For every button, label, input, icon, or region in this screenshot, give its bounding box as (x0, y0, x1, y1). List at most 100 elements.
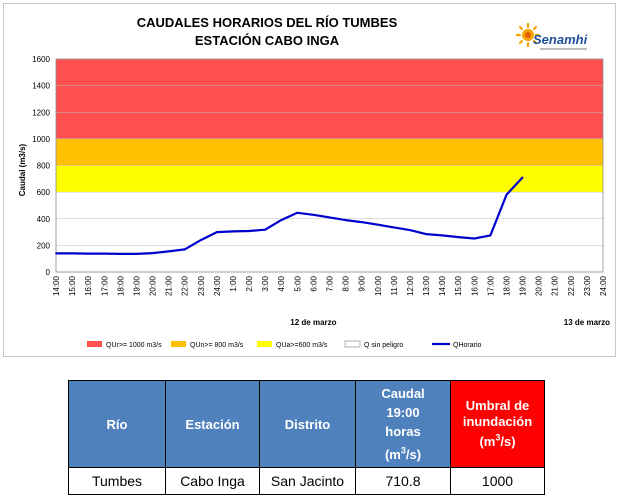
cell-estacion: Cabo Inga (165, 467, 260, 495)
header-caudal: Caudal 19:00 horas (m3/s) (355, 380, 451, 468)
header-caudal-unit-sup: 3 (400, 445, 406, 456)
series-point (71, 252, 73, 255)
x-tick-label: 13:00 (422, 275, 431, 296)
x-tick-label: 14:00 (438, 275, 447, 296)
x-tick-label: 11:00 (390, 275, 399, 295)
cell-umbral: 1000 (450, 467, 545, 495)
cell-rio: Tumbes (68, 467, 166, 495)
x-tick-label: 23:00 (197, 275, 206, 296)
header-estacion-label: Estación (185, 416, 240, 432)
header-distrito-label: Distrito (284, 416, 331, 432)
series-line-0 (56, 176, 524, 255)
series-point (425, 233, 427, 235)
series-point (55, 252, 57, 255)
series-point (183, 248, 186, 251)
header-umbral-unit-pre: (m (479, 434, 496, 450)
header-caudal-unit-post: /s) (405, 446, 422, 462)
x-tick-label: 20:00 (535, 275, 544, 296)
x-tick-label: 3:00 (261, 275, 270, 291)
legend-label-0: QUr>= 1000 m3/s (106, 342, 162, 349)
threshold-band-0 (56, 59, 603, 139)
y-tick-label: 1000 (32, 135, 50, 144)
data-table: Río Estación Distrito Caudal 19:00 horas… (68, 380, 545, 495)
x-tick-label: 20:00 (149, 275, 158, 296)
header-umbral-line2: inundación (462, 413, 533, 429)
series-point (457, 236, 460, 239)
header-rio-label: Río (106, 416, 128, 432)
x-tick-label: 22:00 (567, 275, 576, 296)
series-point (296, 211, 299, 214)
x-tick-label: 4:00 (277, 275, 286, 291)
header-umbral-line1: Umbral de (465, 397, 530, 413)
header-rio: Río (68, 380, 166, 468)
x-tick-label: 24:00 (599, 275, 608, 296)
threshold-band-3 (56, 192, 603, 272)
series-point (489, 234, 492, 237)
series-point (232, 230, 234, 233)
x-tick-label: 16:00 (470, 275, 479, 296)
series-point (199, 239, 202, 241)
header-caudal-line2: 19:00 (386, 405, 420, 421)
x-tick-label: 14:00 (52, 275, 61, 296)
x-tick-label: 16:00 (84, 275, 93, 296)
logo-text: Senamhi (533, 32, 588, 47)
header-umbral: Umbral de inundación (m3/s) (450, 380, 545, 468)
legend-swatch-0 (87, 341, 102, 347)
y-tick-label: 200 (37, 241, 51, 250)
chart-svg: CAUDALES HORARIOS DEL RÍO TUMBES ESTACIÓ… (18, 15, 610, 349)
table-header-row: Río Estación Distrito Caudal 19:00 horas… (68, 380, 545, 468)
header-umbral-unit: (m3/s) (479, 433, 516, 450)
series-point (328, 216, 331, 219)
chart-title: CAUDALES HORARIOS DEL RÍO TUMBES (137, 15, 398, 30)
series-point (473, 237, 476, 240)
series-point (119, 252, 122, 255)
cell-caudal: 710.8 (355, 467, 451, 495)
x-tick-label: 18:00 (502, 275, 511, 296)
x-tick-label: 10:00 (374, 275, 383, 296)
date-label-1: 13 de marzo (564, 318, 610, 327)
chart-subtitle: ESTACIÓN CABO INGA (195, 33, 340, 48)
legend-swatch-2 (257, 341, 272, 347)
header-caudal-unit-pre: (m (384, 446, 401, 462)
x-tick-label: 19:00 (519, 275, 528, 296)
cell-distrito: San Jacinto (259, 467, 356, 495)
chart-panel: CAUDALES HORARIOS DEL RÍO TUMBES ESTACIÓ… (3, 3, 616, 357)
date-label-0: 12 de marzo (290, 318, 336, 327)
x-tick-label: 15:00 (454, 275, 463, 296)
senamhi-logo: Senamhi (515, 22, 588, 50)
x-tick-label: 24:00 (213, 275, 222, 296)
x-tick-label: 8:00 (342, 275, 351, 291)
x-tick-label: 21:00 (165, 275, 174, 296)
series-point (215, 231, 218, 233)
y-tick-label: 800 (37, 162, 51, 171)
header-distrito: Distrito (259, 380, 356, 468)
series-point (521, 176, 524, 179)
series-point (409, 229, 411, 231)
x-tick-label: 12:00 (406, 275, 415, 296)
series-point (87, 252, 90, 255)
series-point (248, 230, 250, 232)
x-tick-label: 9:00 (358, 275, 367, 291)
legend-swatch-3 (344, 340, 361, 348)
series-point (167, 250, 170, 253)
series-point (135, 252, 138, 255)
x-tick-label: 19:00 (132, 275, 141, 296)
series-point (392, 226, 395, 229)
plot-area-border (55, 58, 604, 273)
legend-label-2: QUa>=600 m3/s (276, 342, 328, 349)
legend-label-3: Q sin peligro (364, 342, 403, 349)
y-tick-label: 600 (37, 188, 51, 197)
y-tick-label: 1200 (32, 108, 50, 117)
header-caudal-line1: Caudal (381, 386, 425, 402)
legend-label-1: QUn>= 800 m3/s (190, 342, 244, 349)
x-tick-label: 22:00 (181, 275, 190, 296)
header-caudal-unit: (m3/s) (384, 445, 422, 462)
x-tick-label: 15:00 (68, 275, 77, 296)
header-umbral-unit-post: /s) (500, 434, 516, 450)
series-point (103, 252, 106, 255)
header-caudal-line3: horas (385, 424, 421, 440)
x-tick-label: 5:00 (293, 275, 302, 291)
y-tick-label: 1400 (32, 82, 50, 91)
legend-series-label-0: QHorario (453, 342, 482, 349)
sun-icon (515, 22, 541, 48)
